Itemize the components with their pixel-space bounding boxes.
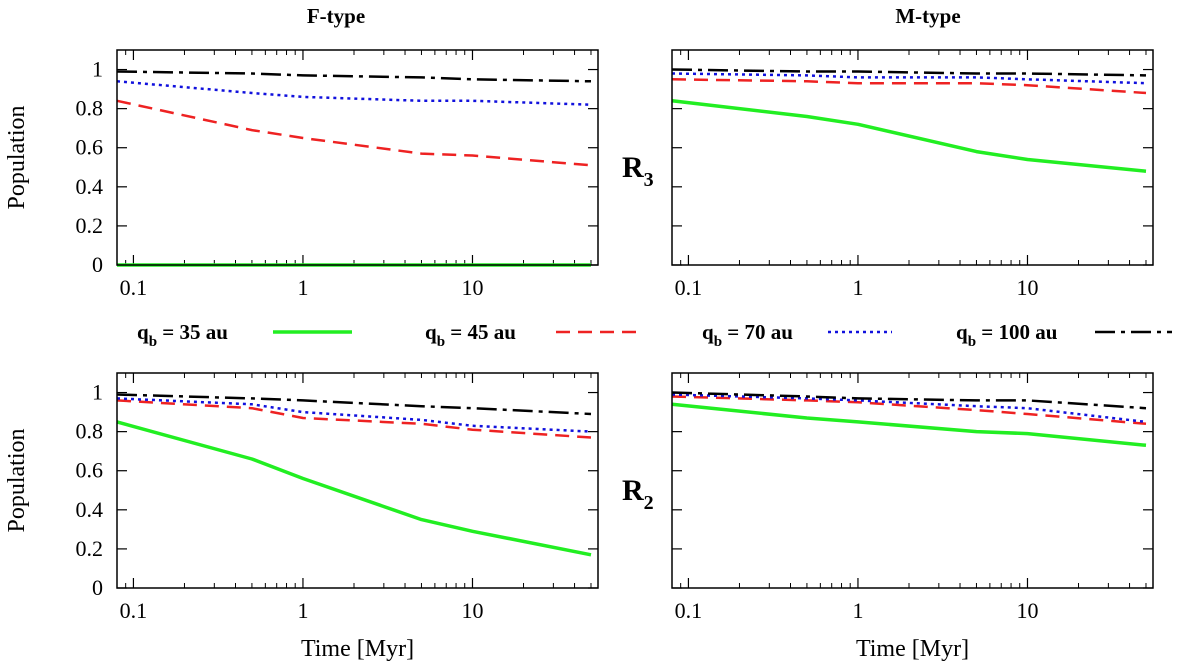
x-axis-label: Time [Myr]: [856, 636, 969, 662]
series-line-45-au: [671, 78, 1147, 95]
x-tick-label: 10: [1016, 598, 1038, 623]
y-tick-label: 0.4: [76, 174, 104, 199]
series-line-45-au: [671, 395, 1147, 426]
y-axis-label: Population: [4, 105, 30, 209]
panel-r0-c0: 0.1 1 10 0 0.2 0.4 0.6 0.8 1: [76, 49, 599, 300]
x-axis-labels: Time [Myr] Time [Myr]: [301, 636, 969, 662]
x-tick-label: 0.1: [675, 275, 703, 300]
series-line-100-au: [116, 70, 592, 83]
series-line-45-au: [116, 399, 592, 439]
x-tick-label: 10: [461, 275, 483, 300]
plot-frame: [116, 49, 599, 266]
y-tick-label: 0.4: [76, 497, 104, 522]
y-tick-label: 0.8: [76, 419, 104, 444]
x-tick-label: 0.1: [675, 598, 703, 623]
y-tick-label: 1: [92, 57, 103, 82]
x-tick-label: 0.1: [120, 275, 148, 300]
x-tick-label: 10: [1016, 275, 1038, 300]
plot-frame: [116, 372, 599, 589]
panel-r1-c1: 0.1 1 10: [671, 372, 1154, 623]
x-tick-label: 0.1: [120, 598, 148, 623]
title-f-type: F-type: [307, 4, 365, 28]
y-tick-label: 0.6: [76, 135, 104, 160]
series-line-70-au: [116, 80, 592, 106]
legend: qb = 35 au qb = 45 au qb = 70 au qb = 100 a…: [137, 320, 1172, 350]
x-tick-label: 10: [461, 598, 483, 623]
plot-frame: [671, 49, 1154, 266]
series-line-70-au: [116, 397, 592, 433]
y-tick-label: 0: [92, 252, 103, 277]
y-tick-label: 0.2: [76, 536, 104, 561]
series-line-35-au: [671, 402, 1147, 448]
y-tick-label: 0.6: [76, 458, 104, 483]
series-line-35-au: [671, 99, 1147, 173]
series-line-45-au: [116, 99, 592, 167]
y-tick-label: 0: [92, 575, 103, 600]
plot-frame: [671, 372, 1154, 589]
panel-r0-c1: 0.1 1 10: [671, 49, 1154, 300]
x-axis-label: Time [Myr]: [301, 636, 414, 662]
series-line-70-au: [671, 72, 1147, 85]
x-tick-label: 1: [297, 598, 308, 623]
x-tick-label: 1: [852, 275, 863, 300]
series-line-70-au: [671, 393, 1147, 424]
legend-label-1: qb = 45 au: [425, 320, 516, 350]
series-line-35-au: [116, 420, 592, 557]
y-tick-label: 0.8: [76, 96, 104, 121]
panel-r1-c0: 0.1 1 10 0 0.2 0.4 0.6 0.8 1: [76, 372, 599, 623]
legend-label-3: qb = 100 au: [956, 320, 1058, 350]
legend-label-2: qb = 70 au: [702, 320, 793, 350]
y-tick-label: 0.2: [76, 213, 104, 238]
y-tick-label: 1: [92, 380, 103, 405]
legend-label-0: qb = 35 au: [137, 320, 228, 350]
x-tick-label: 1: [852, 598, 863, 623]
x-tick-label: 1: [297, 275, 308, 300]
row-label-R2: R2: [622, 474, 654, 514]
y-axis-label: Population: [4, 428, 30, 532]
series-line-100-au: [671, 391, 1147, 410]
series-line-100-au: [116, 393, 592, 416]
title-m-type: M-type: [895, 4, 960, 28]
y-axis-labels: Population Population: [4, 105, 30, 532]
series-line-100-au: [671, 68, 1147, 77]
column-titles: F-type M-type: [307, 4, 961, 28]
row-label-R3: R3: [622, 151, 654, 191]
